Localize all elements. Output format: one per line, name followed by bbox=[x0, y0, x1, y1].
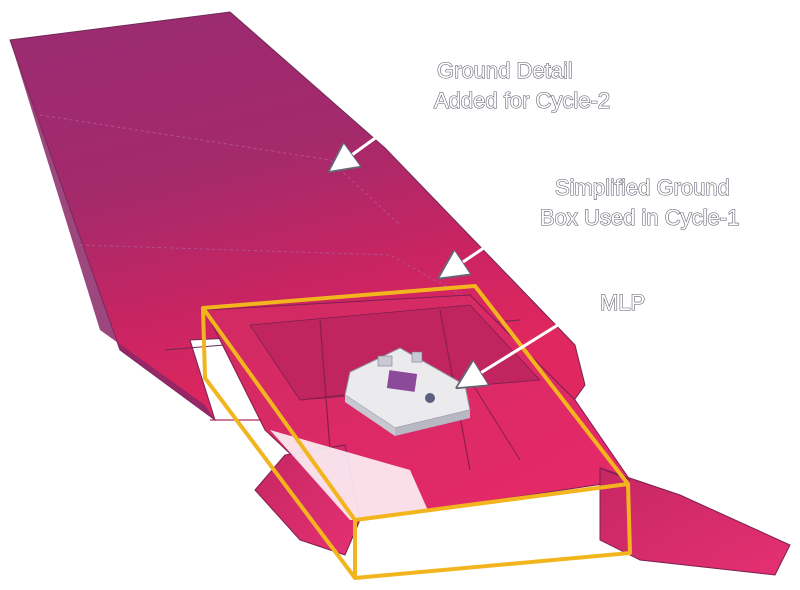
ground-detail-arrow bbox=[338, 113, 408, 165]
ground-detail-label-line1: Ground Detail bbox=[437, 58, 573, 83]
simplified-box-arrow bbox=[448, 223, 519, 272]
annotation-labels: Ground Detail Added for Cycle-2 Simplifi… bbox=[433, 57, 739, 315]
annotation-arrows bbox=[338, 113, 583, 382]
simplified-box-label-line1: Simplified Ground bbox=[555, 175, 730, 200]
mlp-arrow bbox=[466, 308, 583, 382]
simplified-box-label-line2: Box Used in Cycle-1 bbox=[540, 205, 739, 230]
simplified-ground-box-outline bbox=[201, 284, 632, 580]
ground-detail-label-line2: Added for Cycle-2 bbox=[434, 88, 610, 113]
mlp-label: MLP bbox=[600, 290, 645, 315]
mlp-platform bbox=[344, 347, 471, 436]
